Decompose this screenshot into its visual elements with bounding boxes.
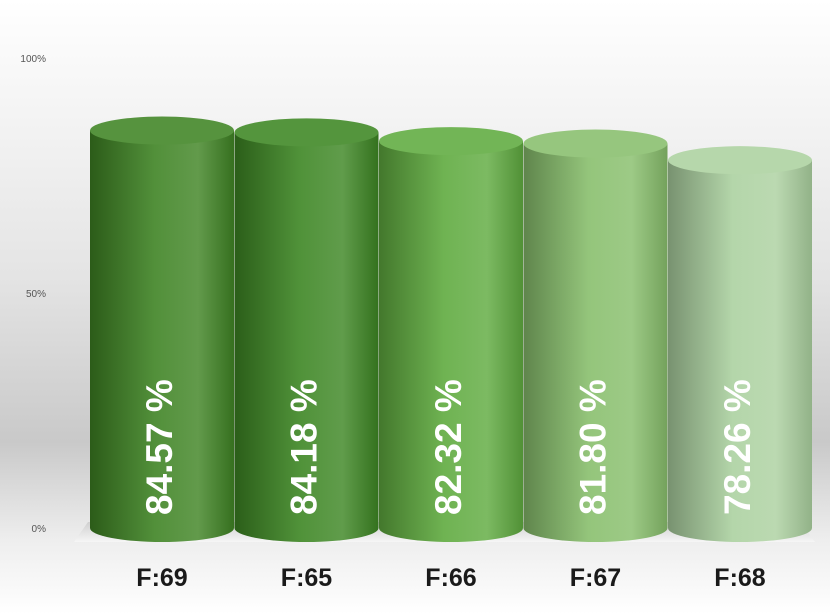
bar-body [234, 132, 379, 542]
bar-top [523, 129, 668, 158]
data-label: 81.80 % [572, 379, 613, 515]
data-label: 78.26 % [717, 379, 758, 515]
y-tick-label: 100% [20, 54, 46, 65]
bar-f-66: 82.32 % [379, 127, 523, 542]
bar-f-65: 84.18 % [234, 118, 379, 542]
bar-body [379, 141, 523, 542]
bar-top [234, 118, 379, 147]
y-tick-label: 0% [32, 524, 47, 535]
bar-f-67: 81.80 % [523, 129, 668, 542]
bar-f-68: 78.26 % [668, 146, 812, 543]
x-category-label: F:65 [281, 564, 333, 592]
bar-top [668, 146, 812, 175]
x-category-label: F:68 [714, 564, 766, 592]
y-tick-label: 50% [26, 289, 46, 300]
bar-top [90, 116, 234, 145]
x-category-label: F:69 [136, 564, 187, 592]
bars: 84.57 % 84.18 % 82.32 % 81.80 % 78.26 % [90, 116, 812, 543]
x-category-label: F:66 [425, 564, 476, 592]
bar-body [90, 130, 234, 542]
bar-f-69: 84.57 % [90, 116, 234, 542]
category-labels: F:69 F:65 F:66 F:67 F:68 [136, 564, 766, 592]
bar-body [523, 143, 668, 542]
bar-top [379, 127, 523, 156]
data-label: 84.57 % [139, 379, 180, 515]
bar-body [668, 160, 812, 543]
y-axis-ticks: 0% 50% 100% [20, 54, 46, 535]
data-label: 84.18 % [283, 379, 324, 515]
data-label: 82.32 % [428, 379, 469, 515]
x-category-label: F:67 [570, 564, 621, 592]
